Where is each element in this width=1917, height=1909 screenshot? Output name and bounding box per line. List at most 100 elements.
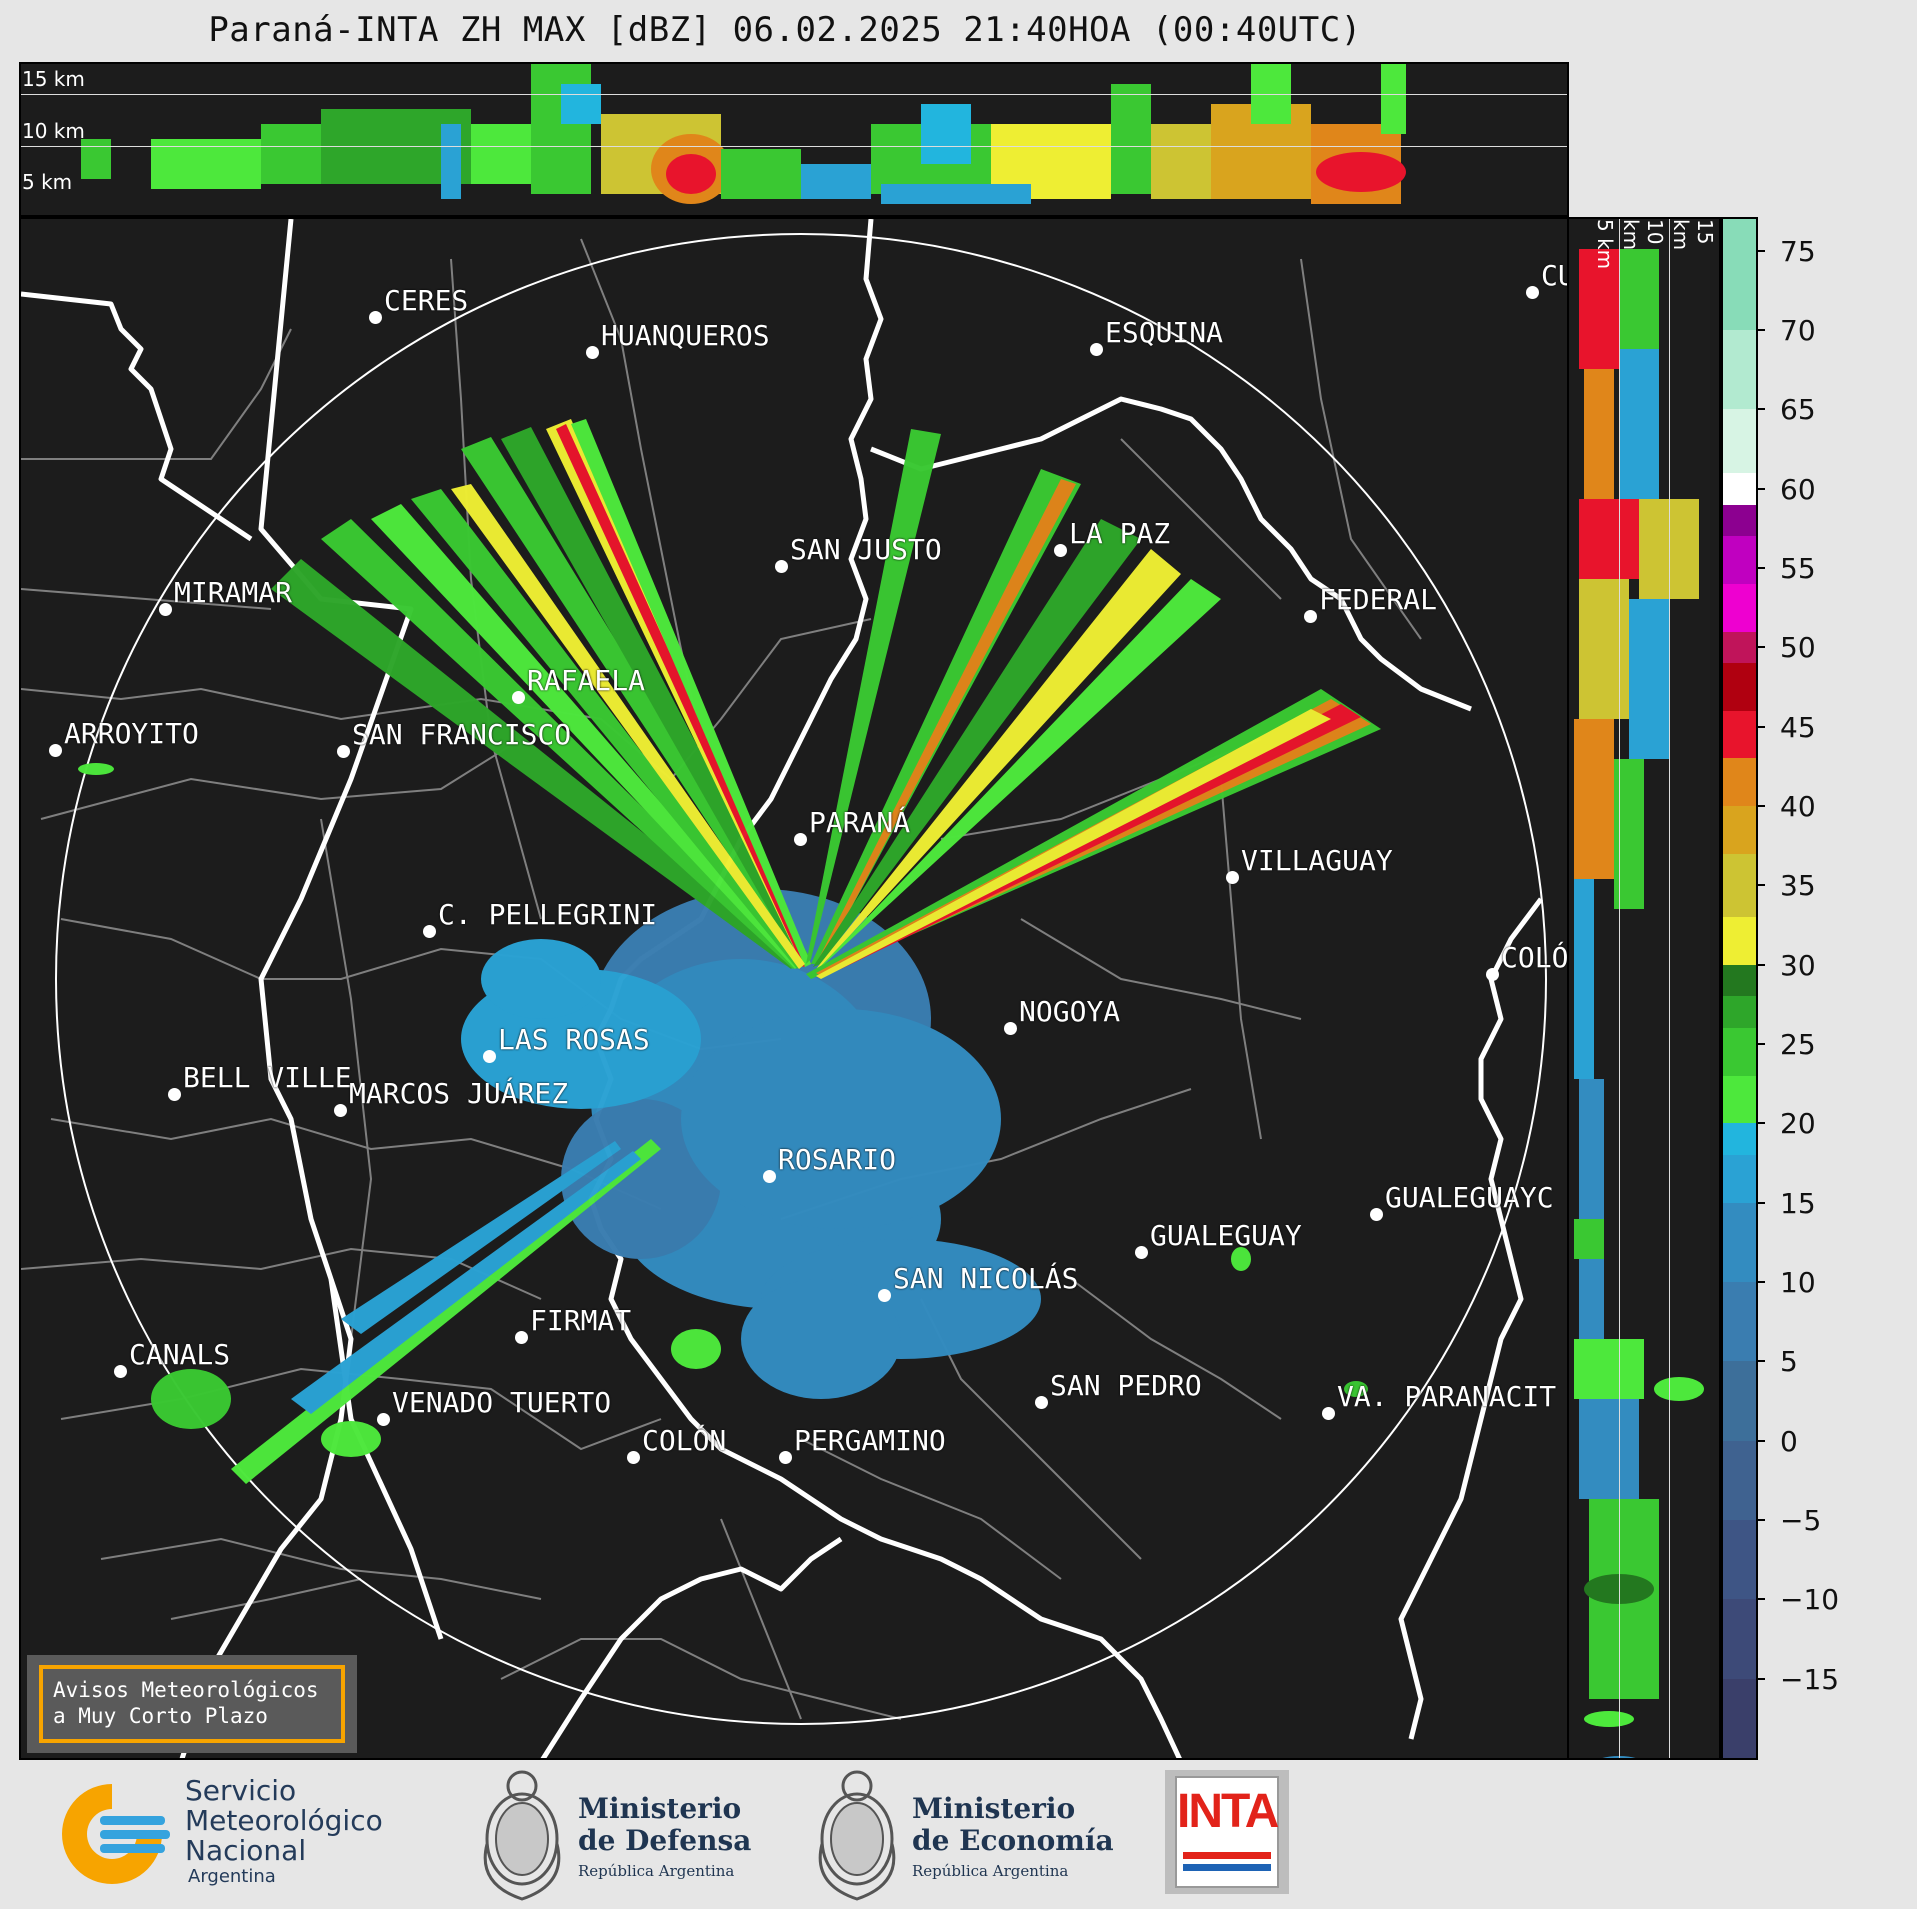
- colorbar-band: [1723, 409, 1756, 473]
- city-label: SAN FRANCISCO: [352, 718, 572, 751]
- city-dot-icon: [483, 1050, 496, 1063]
- economia-line-2: de Economía: [912, 1824, 1114, 1857]
- city-dot-icon: [1004, 1022, 1017, 1035]
- city-label: MIRAMAR: [174, 576, 293, 609]
- altitude-label-5km: 5 km: [1593, 219, 1617, 270]
- defensa-line-3: República Argentina: [578, 1862, 735, 1880]
- colorbar-band: [1723, 917, 1756, 965]
- city-dot-icon: [775, 560, 788, 573]
- city-dot-icon: [1526, 286, 1539, 299]
- colorbar-tick-label: 25: [1780, 1028, 1816, 1062]
- city-label: ROSARIO: [778, 1143, 897, 1176]
- aviso-line-2: a Muy Corto Plazo: [53, 1704, 268, 1728]
- colorbar-band: [1723, 1520, 1756, 1600]
- colorbar-tick-label: 50: [1780, 631, 1816, 665]
- city-dot-icon: [763, 1170, 776, 1183]
- city-label: PERGAMINO: [794, 1424, 946, 1457]
- reflectivity-colorbar: [1721, 217, 1758, 1760]
- altitude-line-5km: [21, 146, 1567, 147]
- colorbar-band: [1723, 1440, 1756, 1520]
- city-label: RAFAELA: [527, 664, 646, 697]
- aviso-box: Avisos Meteorológicos a Muy Corto Plazo: [27, 1655, 357, 1753]
- colorbar-tick-label: 40: [1780, 790, 1816, 824]
- city-dot-icon: [334, 1104, 347, 1117]
- colorbar-tick-label: 65: [1780, 393, 1816, 427]
- city-label: HUANQUEROS: [601, 319, 770, 352]
- city-dot-icon: [586, 346, 599, 359]
- aviso-line-1: Avisos Meteorológicos: [53, 1678, 319, 1702]
- defensa-line-1: Ministerio: [578, 1792, 742, 1825]
- city-label: CANALS: [129, 1338, 231, 1371]
- colorbar-band: [1723, 583, 1756, 632]
- city-dot-icon: [1304, 610, 1317, 623]
- economia-line-1: Ministerio: [912, 1792, 1076, 1825]
- colorbar-band: [1723, 663, 1756, 711]
- city-label: LAS ROSAS: [498, 1023, 650, 1056]
- city-dot-icon: [49, 744, 62, 757]
- city-dot-icon: [1370, 1208, 1383, 1221]
- radar-echoes: [78, 419, 1381, 1484]
- altitude-label-5km: 5 km: [22, 170, 73, 194]
- city-label: MARCOS JUÁREZ: [349, 1077, 569, 1110]
- city-label: BELL VILLE: [183, 1061, 352, 1094]
- city-label: VENADO TUERTO: [392, 1386, 612, 1419]
- range-ring: [55, 233, 1547, 1725]
- city-dot-icon: [159, 603, 172, 616]
- provincial-boundaries: [21, 219, 1543, 1758]
- smn-line-4: Argentina: [188, 1866, 276, 1887]
- smn-swirl-icon: [62, 1784, 170, 1884]
- city-label: FEDERAL: [1319, 583, 1438, 616]
- colorbar-tick-label: 5: [1780, 1345, 1798, 1379]
- smn-line-3: Nacional: [185, 1834, 307, 1867]
- city-dot-icon: [168, 1088, 181, 1101]
- altitude-label-10km: 10 km: [22, 119, 85, 143]
- city-dot-icon: [1322, 1407, 1335, 1420]
- city-dot-icon: [369, 311, 382, 324]
- colorbar-tick-label: 45: [1780, 710, 1816, 744]
- city-label: ARROYITO: [64, 717, 199, 750]
- altitude-label-15km: 15 km: [1669, 219, 1717, 251]
- city-label: C. PELLEGRINI: [438, 898, 658, 931]
- top-cross-section-echoes: [81, 64, 1406, 204]
- side-cross-section-panel: 5 km 10 km 15 km: [1569, 217, 1721, 1760]
- colorbar-band: [1723, 710, 1756, 759]
- city-dot-icon: [1135, 1246, 1148, 1259]
- national-coat-of-arms-icon: [483, 1770, 561, 1901]
- city-label: VA. PARANACIT: [1337, 1380, 1557, 1413]
- city-dot-icon: [627, 1451, 640, 1464]
- city-label: GUALEGUAY: [1150, 1219, 1302, 1252]
- city-label: VILLAGUAY: [1241, 844, 1393, 877]
- altitude-line-10km: [21, 94, 1567, 95]
- colorbar-band: [1723, 1361, 1756, 1441]
- colorbar-tick-label: 75: [1780, 234, 1816, 268]
- logos-footer: Servicio Meteorológico Nacional Argentin…: [0, 1762, 1917, 1909]
- city-label: SAN NICOLÁS: [893, 1262, 1079, 1295]
- city-dot-icon: [1226, 871, 1239, 884]
- colorbar-tick-label: −5: [1780, 1504, 1822, 1537]
- colorbar-band: [1723, 1202, 1756, 1283]
- top-cross-section-panel: 15 km 10 km 5 km: [19, 62, 1569, 217]
- colorbar-band: [1723, 504, 1756, 537]
- colorbar-band: [1723, 996, 1756, 1029]
- city-label: GUALEGUAYC: [1385, 1181, 1554, 1214]
- colorbar-tick-label: 15: [1780, 1186, 1816, 1220]
- city-dot-icon: [515, 1331, 528, 1344]
- colorbar-band: [1723, 536, 1756, 584]
- city-label: NOGOYA: [1019, 995, 1121, 1028]
- colorbar-tick-label: 10: [1780, 1266, 1816, 1300]
- city-dot-icon: [114, 1365, 127, 1378]
- colorbar-tick-label: 35: [1780, 869, 1816, 903]
- inta-logo-icon: INTA: [1165, 1770, 1289, 1894]
- colorbar-band: [1723, 964, 1756, 997]
- city-dot-icon: [377, 1413, 390, 1426]
- colorbar-band: [1723, 758, 1756, 807]
- city-label: ESQUINA: [1105, 316, 1224, 349]
- altitude-label-10km: 10 km: [1619, 219, 1667, 251]
- city-dot-icon: [1054, 544, 1067, 557]
- colorbar-band: [1723, 853, 1756, 918]
- city-dot-icon: [1486, 968, 1499, 981]
- city-dot-icon: [337, 745, 350, 758]
- colorbar-band: [1723, 1123, 1756, 1156]
- colorbar-band: [1723, 1678, 1756, 1758]
- smn-line-1: Servicio: [185, 1774, 297, 1807]
